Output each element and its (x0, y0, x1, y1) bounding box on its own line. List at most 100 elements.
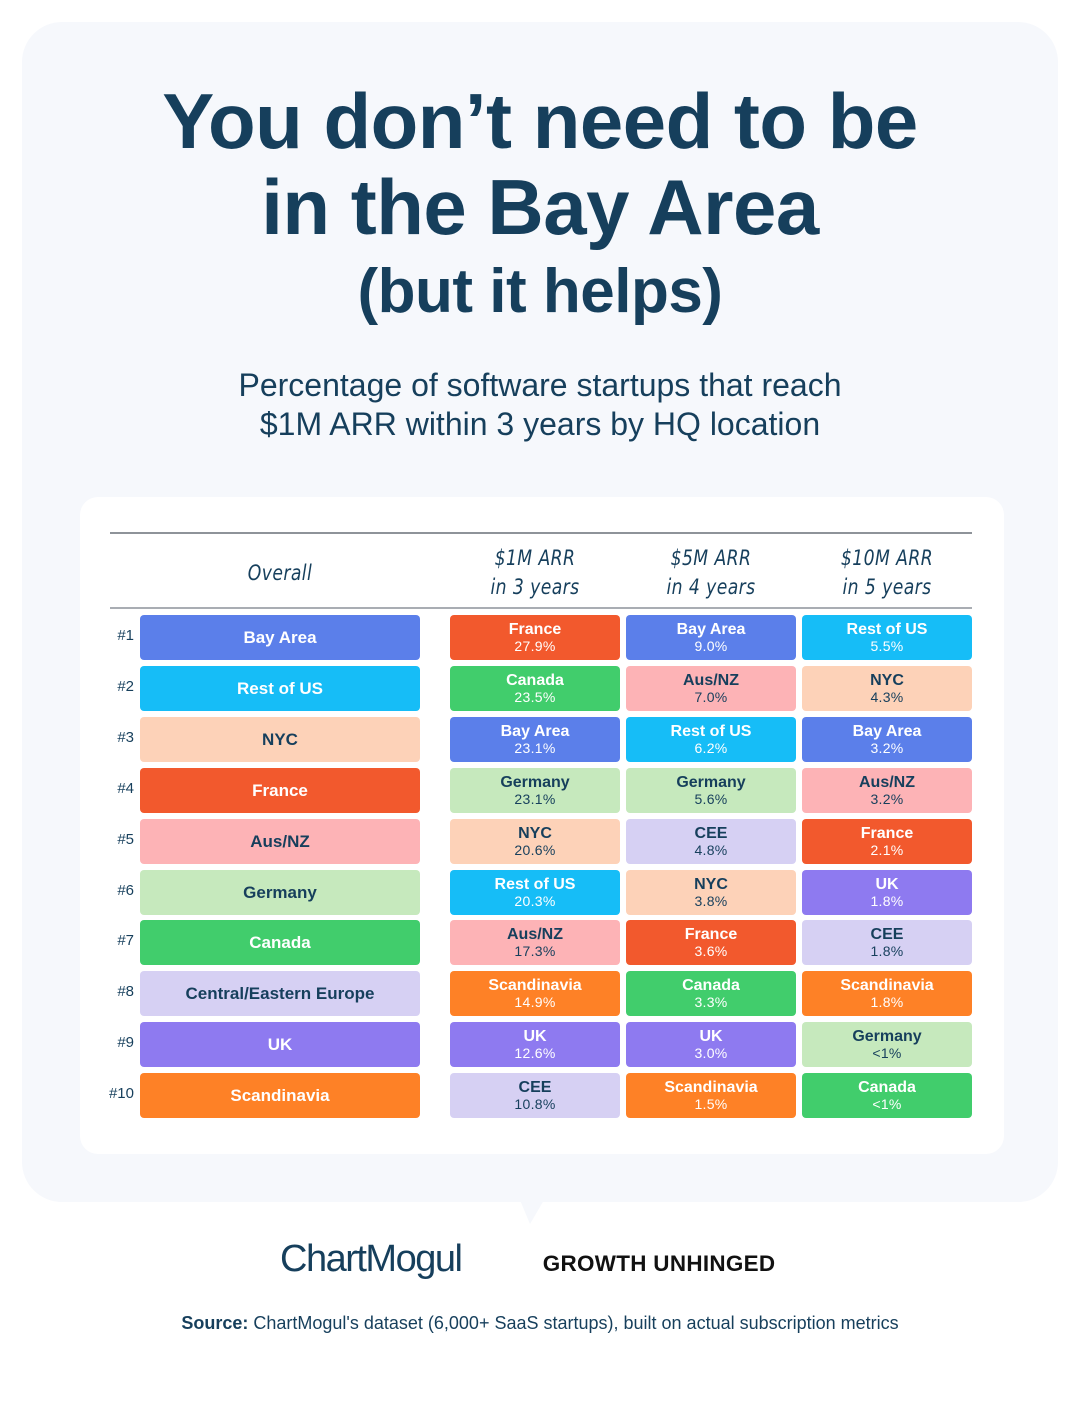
region-name: Scandinavia (664, 1079, 758, 1096)
percentage-value: 23.5% (514, 689, 556, 705)
growth-unhinged-logo: GROWTH UNHINGED (542, 1251, 776, 1276)
cell-5m-4y: CEE 4.8% (626, 819, 796, 864)
chartmogul-logo: ChartMogul (280, 1238, 463, 1280)
region-name: NYC (518, 825, 552, 842)
region-name: NYC (870, 672, 904, 689)
column-header-overall: Overall (247, 560, 313, 585)
cell-1m-3y: Bay Area 23.1% (450, 717, 620, 762)
percentage-value: 20.6% (514, 842, 556, 858)
overall-cell: Canada (140, 920, 420, 965)
overall-cell: Central/Eastern Europe (140, 971, 420, 1016)
region-name: Rest of US (237, 679, 323, 698)
source-note: Source: ChartMogul's dataset (6,000+ Saa… (0, 1313, 1080, 1334)
region-name: Bay Area (852, 723, 922, 740)
rank-label: #2 (117, 678, 134, 695)
overall-cell: Bay Area (140, 615, 420, 660)
percentage-value: 17.3% (514, 943, 556, 959)
cell-10m-5y: France 2.1% (802, 819, 972, 864)
column-header-1m-3y: $1M ARR in 3 years (490, 546, 580, 599)
cell-5m-4y: Bay Area 9.0% (626, 615, 796, 660)
percentage-value: 2.1% (870, 842, 904, 858)
cell-1m-3y: Aus/NZ 17.3% (450, 920, 620, 965)
region-name: Aus/NZ (507, 926, 563, 943)
percentage-value: 4.3% (870, 689, 904, 705)
rank-label: #3 (117, 729, 134, 746)
rank-label: #7 (117, 932, 134, 949)
cell-1m-3y: Germany 23.1% (450, 768, 620, 813)
percentage-value: 23.1% (514, 740, 556, 756)
cell-10m-5y: Rest of US 5.5% (802, 615, 972, 660)
region-name: Scandinavia (230, 1086, 330, 1105)
subtitle: Percentage of software startups that rea… (0, 366, 1080, 444)
region-name: NYC (694, 876, 728, 893)
region-name: Canada (506, 672, 564, 689)
column-header-10m-5y: $10M ARR in 5 years (840, 546, 934, 599)
region-name: UK (267, 1035, 293, 1054)
cell-1m-3y: Rest of US 20.3% (450, 870, 620, 915)
region-name: Bay Area (500, 723, 570, 740)
cell-5m-4y: France 3.6% (626, 920, 796, 965)
region-name: NYC (262, 730, 298, 749)
title-line-3: (but it helps) (357, 257, 723, 326)
region-name: France (508, 621, 562, 638)
percentage-value: 1.5% (694, 1096, 728, 1112)
title-line-1: You don’t need to be (162, 77, 918, 165)
source-label: Source: (181, 1313, 249, 1333)
percentage-value: 3.2% (870, 740, 904, 756)
region-name: Aus/NZ (250, 832, 310, 851)
cell-10m-5y: Scandinavia 1.8% (802, 971, 972, 1016)
subtitle-line-2: $1M ARR within 3 years by HQ location (259, 406, 821, 442)
percentage-value: 1.8% (870, 994, 904, 1010)
cell-10m-5y: Bay Area 3.2% (802, 717, 972, 762)
overall-cell: NYC (140, 717, 420, 762)
overall-cell: Germany (140, 870, 420, 915)
source-text: ChartMogul's dataset (6,000+ SaaS startu… (248, 1313, 899, 1333)
cell-10m-5y: CEE 1.8% (802, 920, 972, 965)
cell-5m-4y: NYC 3.8% (626, 870, 796, 915)
region-name: CEE (518, 1079, 552, 1096)
cell-5m-4y: Canada 3.3% (626, 971, 796, 1016)
region-name: Rest of US (494, 876, 576, 893)
overall-cell: Scandinavia (140, 1073, 420, 1118)
rank-label: #5 (117, 831, 134, 848)
region-name: Germany (243, 883, 317, 902)
region-name: Canada (249, 933, 311, 952)
region-name: Canada (682, 977, 740, 994)
rank-label: #8 (117, 983, 134, 1000)
cell-1m-3y: Scandinavia 14.9% (450, 971, 620, 1016)
cell-10m-5y: UK 1.8% (802, 870, 972, 915)
percentage-value: 23.1% (514, 791, 556, 807)
rank-label: #6 (117, 882, 134, 899)
percentage-value: 3.0% (694, 1045, 728, 1061)
region-name: Aus/NZ (859, 774, 915, 791)
region-name: France (252, 781, 308, 800)
cell-1m-3y: UK 12.6% (450, 1022, 620, 1067)
region-name: Germany (852, 1028, 922, 1045)
cell-5m-4y: Germany 5.6% (626, 768, 796, 813)
percentage-value: 1.8% (870, 893, 904, 909)
table-top-divider (110, 532, 972, 534)
percentage-value: <1% (872, 1096, 902, 1112)
region-name: Rest of US (846, 621, 928, 638)
rank-label: #10 (108, 1085, 134, 1102)
cell-10m-5y: NYC 4.3% (802, 666, 972, 711)
region-name: Rest of US (670, 723, 752, 740)
percentage-value: 3.6% (694, 943, 728, 959)
percentage-value: <1% (872, 1045, 902, 1061)
bubble-tail (520, 1200, 544, 1224)
cell-10m-5y: Canada <1% (802, 1073, 972, 1118)
region-name: CEE (870, 926, 904, 943)
cell-10m-5y: Aus/NZ 3.2% (802, 768, 972, 813)
percentage-value: 12.6% (514, 1045, 556, 1061)
region-name: Bay Area (243, 628, 317, 647)
cell-1m-3y: CEE 10.8% (450, 1073, 620, 1118)
column-header-5m-4y: $5M ARR in 4 years (666, 546, 756, 599)
percentage-value: 3.2% (870, 791, 904, 807)
region-name: Scandinavia (488, 977, 582, 994)
region-name: Germany (500, 774, 570, 791)
region-name: UK (699, 1028, 723, 1045)
percentage-value: 3.3% (694, 994, 728, 1010)
percentage-value: 27.9% (514, 638, 556, 654)
cell-5m-4y: Rest of US 6.2% (626, 717, 796, 762)
percentage-value: 9.0% (694, 638, 728, 654)
